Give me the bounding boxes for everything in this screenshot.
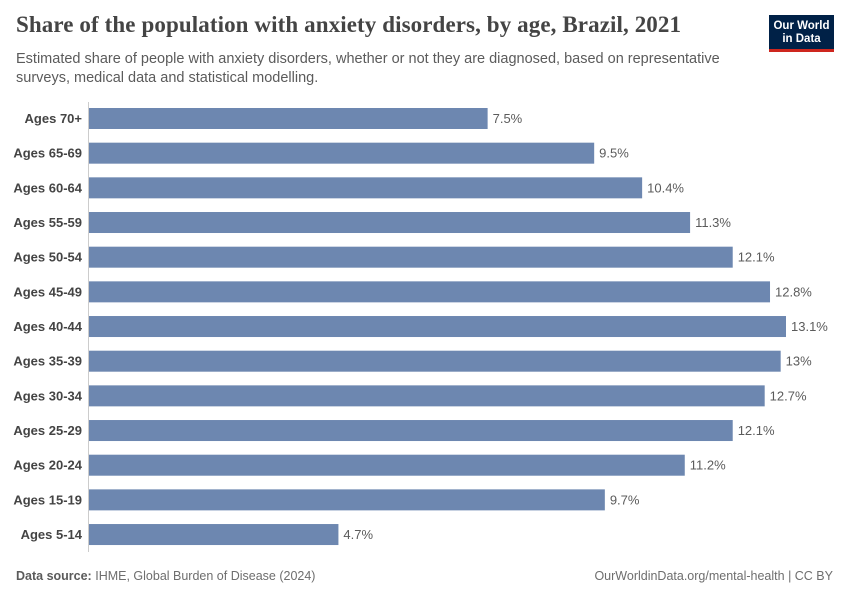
data-source-text[interactable]: IHME, Global Burden of Disease (2024) xyxy=(95,569,316,583)
value-label: 12.1% xyxy=(738,423,775,438)
value-label: 11.3% xyxy=(695,215,731,230)
value-label: 7.5% xyxy=(493,111,523,126)
bar[interactable] xyxy=(88,212,691,234)
category-label: Ages 50-54 xyxy=(13,250,82,265)
value-label: 10.4% xyxy=(647,180,684,195)
bar[interactable] xyxy=(88,489,605,511)
owid-logo[interactable]: Our World in Data xyxy=(769,15,834,52)
category-label: Ages 30-34 xyxy=(13,388,82,403)
logo-line-2: in Data xyxy=(782,33,821,45)
bar[interactable] xyxy=(88,281,771,303)
category-label: Ages 55-59 xyxy=(13,215,82,230)
value-label: 12.7% xyxy=(770,388,807,403)
value-label: 12.1% xyxy=(738,250,775,265)
bar[interactable] xyxy=(88,142,595,164)
category-label: Ages 65-69 xyxy=(13,146,82,161)
category-label: Ages 35-39 xyxy=(13,354,82,369)
category-label: Ages 25-29 xyxy=(13,423,82,438)
bar[interactable] xyxy=(88,177,643,199)
value-label: 13.1% xyxy=(791,319,828,334)
category-label: Ages 5-14 xyxy=(21,527,83,542)
value-label: 13% xyxy=(786,354,812,369)
value-label: 12.8% xyxy=(775,284,812,299)
bar[interactable] xyxy=(88,316,786,338)
data-source-label: Data source: xyxy=(16,569,92,583)
category-label: Ages 45-49 xyxy=(13,284,82,299)
category-label: Ages 20-24 xyxy=(13,458,82,473)
source-url[interactable]: OurWorldinData.org/mental-health | CC BY xyxy=(594,569,833,583)
category-label: Ages 60-64 xyxy=(13,180,82,195)
bar[interactable] xyxy=(88,420,733,442)
value-label: 4.7% xyxy=(343,527,373,542)
logo-line-1: Our World xyxy=(773,20,830,32)
bar[interactable] xyxy=(88,108,488,129)
bar[interactable] xyxy=(88,350,781,372)
data-source: Data source: IHME, Global Burden of Dise… xyxy=(16,569,315,583)
bar[interactable] xyxy=(88,454,685,476)
category-label: Ages 70+ xyxy=(25,111,83,126)
bar[interactable] xyxy=(88,246,733,268)
chart-title: Share of the population with anxiety dis… xyxy=(16,12,682,37)
category-label: Ages 40-44 xyxy=(13,319,82,334)
bar[interactable] xyxy=(88,524,339,546)
value-label: 9.7% xyxy=(610,492,640,507)
bar[interactable] xyxy=(88,385,765,407)
value-label: 9.5% xyxy=(599,146,629,161)
value-label: 11.2% xyxy=(690,458,726,473)
category-label: Ages 15-19 xyxy=(13,492,82,507)
chart-subtitle: Estimated share of people with anxiety d… xyxy=(16,51,720,86)
